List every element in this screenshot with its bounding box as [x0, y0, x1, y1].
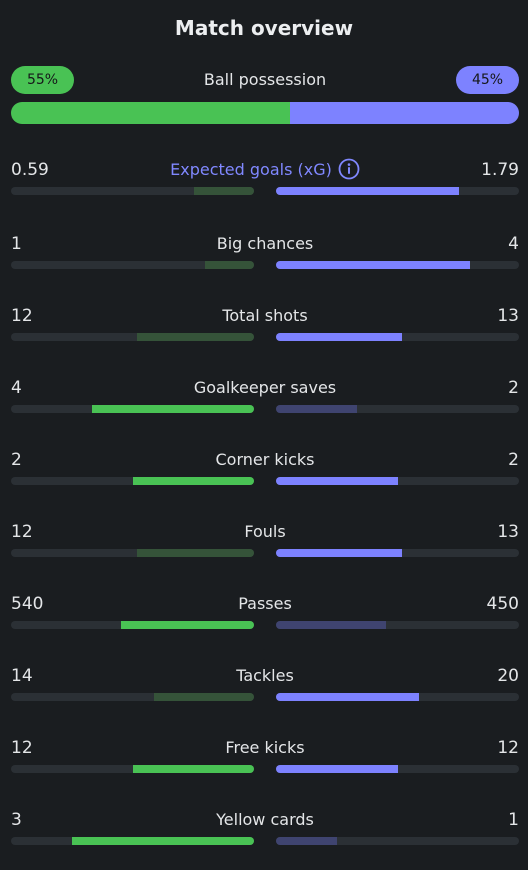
stat-label: Passes: [11, 592, 519, 616]
home-value: 1: [11, 234, 22, 254]
away-stat-track: [276, 693, 519, 701]
away-value: 13: [497, 522, 519, 542]
stat-label-text: Passes: [238, 594, 292, 613]
stat-row-expected-goals-xg: 0.59 Expected goals (xG) 1.79: [11, 158, 519, 202]
away-possession-badge: 45%: [456, 66, 519, 94]
home-stat-bar: [92, 405, 254, 413]
home-value: 540: [11, 594, 44, 614]
ball-possession-label: Ball possession: [203, 70, 327, 89]
away-value: 2: [508, 450, 519, 470]
away-stat-track: [276, 333, 519, 341]
home-value: 2: [11, 450, 22, 470]
home-stat-track: [11, 477, 254, 485]
home-stat-track: [11, 837, 254, 845]
away-stat-bar: [276, 765, 398, 773]
stat-label: Total shots: [11, 304, 519, 328]
stat-label: Corner kicks: [11, 448, 519, 472]
home-stat-bar: [193, 187, 254, 195]
home-stat-track: [11, 333, 254, 341]
stat-row-goalkeeper-saves: 4 Goalkeeper saves 2: [11, 376, 519, 420]
away-stat-bar: [276, 693, 419, 701]
away-stat-track: [276, 621, 519, 629]
info-icon[interactable]: [338, 158, 360, 180]
home-stat-bar: [121, 621, 254, 629]
away-stat-bar: [276, 405, 357, 413]
away-stat-bar: [276, 261, 471, 269]
stat-label: Fouls: [11, 520, 519, 544]
away-stat-track: [276, 187, 519, 195]
away-stat-bar: [276, 187, 459, 195]
home-stat-bar: [71, 837, 254, 845]
stat-label-text: Expected goals (xG): [170, 160, 332, 179]
stat-row-big-chances: 1 Big chances 4: [11, 232, 519, 276]
home-stat-bar: [132, 477, 254, 485]
stat-label-text: Corner kicks: [215, 450, 315, 469]
home-value: 12: [11, 522, 33, 542]
home-stat-track: [11, 405, 254, 413]
page-title: Match overview: [174, 16, 354, 40]
stat-row-tackles: 14 Tackles 20: [11, 664, 519, 708]
away-stat-track: [276, 837, 519, 845]
stat-label: Big chances: [11, 232, 519, 256]
home-stat-track: [11, 261, 254, 269]
away-value: 1.79: [481, 160, 519, 180]
stat-label-text: Free kicks: [225, 738, 305, 757]
away-value: 2: [508, 378, 519, 398]
stat-label-text: Fouls: [244, 522, 286, 541]
away-possession-fill: [290, 102, 519, 124]
away-stat-bar: [276, 333, 403, 341]
home-value: 0.59: [11, 160, 49, 180]
stat-label-text: Total shots: [222, 306, 308, 325]
stat-label: Tackles: [11, 664, 519, 688]
stat-label-text: Tackles: [236, 666, 294, 685]
away-stat-bar: [276, 477, 398, 485]
away-stat-track: [276, 405, 519, 413]
stat-row-total-shots: 12 Total shots 13: [11, 304, 519, 348]
home-value: 4: [11, 378, 22, 398]
home-value: 3: [11, 810, 22, 830]
stat-label-text: Yellow cards: [216, 810, 314, 829]
home-stat-track: [11, 765, 254, 773]
home-stat-bar: [153, 693, 254, 701]
away-stat-bar: [276, 621, 387, 629]
home-stat-track: [11, 187, 254, 195]
home-stat-bar: [137, 549, 254, 557]
home-value: 12: [11, 306, 33, 326]
stat-label: Yellow cards: [11, 808, 519, 832]
stat-row-yellow-cards: 3 Yellow cards 1: [11, 808, 519, 852]
away-value: 1: [508, 810, 519, 830]
home-stat-track: [11, 621, 254, 629]
home-possession-badge: 55%: [11, 66, 74, 94]
home-possession-fill: [11, 102, 291, 124]
away-value: 12: [497, 738, 519, 758]
away-stat-bar: [276, 837, 337, 845]
home-stat-bar: [205, 261, 254, 269]
home-stat-bar: [137, 333, 254, 341]
stat-row-passes: 540 Passes 450: [11, 592, 519, 636]
home-stat-track: [11, 693, 254, 701]
away-stat-track: [276, 477, 519, 485]
away-value: 13: [497, 306, 519, 326]
away-value: 450: [486, 594, 519, 614]
stat-label[interactable]: Expected goals (xG): [11, 158, 519, 182]
stat-label-text: Big chances: [216, 234, 314, 253]
away-stat-track: [276, 549, 519, 557]
away-stat-bar: [276, 549, 403, 557]
stat-label: Free kicks: [11, 736, 519, 760]
away-stat-track: [276, 765, 519, 773]
stat-label: Goalkeeper saves: [11, 376, 519, 400]
possession-bar: [11, 102, 519, 124]
away-value: 20: [497, 666, 519, 686]
away-value: 4: [508, 234, 519, 254]
stat-row-fouls: 12 Fouls 13: [11, 520, 519, 564]
ball-possession-row: 55% Ball possession 45%: [11, 66, 519, 96]
away-stat-track: [276, 261, 519, 269]
stat-label-text: Goalkeeper saves: [193, 378, 337, 397]
stat-row-corner-kicks: 2 Corner kicks 2: [11, 448, 519, 492]
home-value: 12: [11, 738, 33, 758]
home-stat-track: [11, 549, 254, 557]
home-stat-bar: [132, 765, 254, 773]
home-value: 14: [11, 666, 33, 686]
stat-row-free-kicks: 12 Free kicks 12: [11, 736, 519, 780]
